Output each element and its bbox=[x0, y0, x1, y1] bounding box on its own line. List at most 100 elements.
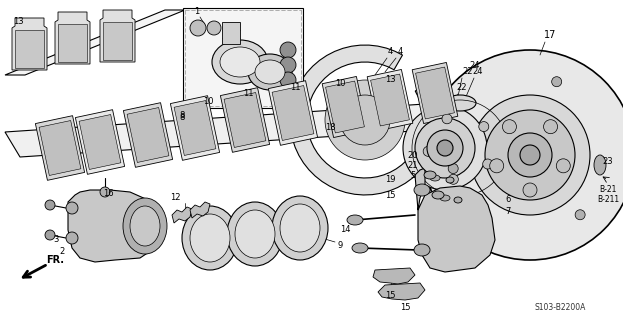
Polygon shape bbox=[416, 67, 454, 119]
Text: 13: 13 bbox=[384, 75, 396, 84]
Ellipse shape bbox=[255, 60, 285, 84]
Polygon shape bbox=[100, 10, 135, 62]
Ellipse shape bbox=[544, 120, 558, 134]
Ellipse shape bbox=[440, 195, 450, 201]
Ellipse shape bbox=[425, 50, 623, 260]
Text: 19: 19 bbox=[385, 175, 395, 185]
Ellipse shape bbox=[280, 204, 320, 252]
Ellipse shape bbox=[130, 206, 160, 246]
Ellipse shape bbox=[414, 244, 430, 256]
Bar bbox=[183, 8, 303, 108]
Polygon shape bbox=[174, 100, 216, 156]
Text: 17: 17 bbox=[544, 30, 556, 40]
Ellipse shape bbox=[449, 174, 459, 184]
Ellipse shape bbox=[594, 155, 606, 175]
Text: 4: 4 bbox=[397, 47, 402, 57]
Ellipse shape bbox=[45, 200, 55, 210]
Text: 8: 8 bbox=[179, 110, 184, 119]
Ellipse shape bbox=[66, 202, 78, 214]
Ellipse shape bbox=[423, 146, 433, 156]
Ellipse shape bbox=[347, 215, 363, 225]
Ellipse shape bbox=[552, 77, 562, 87]
Polygon shape bbox=[290, 45, 440, 195]
Ellipse shape bbox=[414, 184, 430, 196]
Text: 24: 24 bbox=[470, 60, 480, 69]
Ellipse shape bbox=[227, 202, 283, 266]
Polygon shape bbox=[123, 103, 173, 167]
Ellipse shape bbox=[424, 171, 436, 179]
Ellipse shape bbox=[220, 47, 260, 77]
Text: 8: 8 bbox=[179, 114, 184, 123]
Polygon shape bbox=[79, 115, 121, 170]
Text: 3: 3 bbox=[54, 236, 59, 244]
Ellipse shape bbox=[470, 95, 590, 215]
Polygon shape bbox=[39, 121, 81, 175]
Text: 7: 7 bbox=[505, 207, 511, 217]
Polygon shape bbox=[415, 168, 495, 272]
Polygon shape bbox=[190, 202, 210, 218]
Ellipse shape bbox=[523, 183, 537, 197]
Ellipse shape bbox=[100, 187, 110, 197]
Text: 9: 9 bbox=[338, 241, 343, 250]
Text: 10: 10 bbox=[335, 78, 345, 87]
Ellipse shape bbox=[430, 175, 440, 181]
Polygon shape bbox=[322, 76, 368, 138]
Ellipse shape bbox=[212, 40, 268, 84]
Ellipse shape bbox=[490, 159, 504, 173]
Polygon shape bbox=[170, 96, 220, 160]
Text: B-211: B-211 bbox=[597, 196, 619, 204]
Text: 2: 2 bbox=[59, 246, 65, 255]
Ellipse shape bbox=[272, 196, 328, 260]
Ellipse shape bbox=[403, 106, 487, 190]
Ellipse shape bbox=[280, 72, 296, 88]
Ellipse shape bbox=[520, 145, 540, 165]
Ellipse shape bbox=[454, 197, 462, 203]
Text: 15: 15 bbox=[385, 291, 395, 300]
Polygon shape bbox=[68, 190, 160, 262]
Polygon shape bbox=[378, 283, 425, 300]
Ellipse shape bbox=[415, 118, 475, 178]
Polygon shape bbox=[55, 12, 90, 64]
Text: 16: 16 bbox=[103, 189, 113, 198]
Polygon shape bbox=[127, 108, 169, 163]
Text: 5: 5 bbox=[411, 171, 416, 180]
Polygon shape bbox=[221, 88, 270, 152]
Ellipse shape bbox=[432, 191, 444, 199]
Ellipse shape bbox=[45, 230, 55, 240]
Ellipse shape bbox=[190, 20, 206, 36]
Text: 6: 6 bbox=[505, 196, 511, 204]
Bar bbox=[222, 22, 240, 44]
Polygon shape bbox=[12, 18, 47, 70]
Polygon shape bbox=[272, 85, 314, 140]
Ellipse shape bbox=[502, 120, 516, 134]
Ellipse shape bbox=[123, 198, 167, 254]
Polygon shape bbox=[75, 110, 125, 174]
Ellipse shape bbox=[352, 243, 368, 253]
Ellipse shape bbox=[280, 42, 296, 58]
Text: 20: 20 bbox=[407, 150, 418, 159]
Polygon shape bbox=[224, 92, 266, 148]
Text: 12: 12 bbox=[169, 194, 180, 203]
Polygon shape bbox=[172, 207, 192, 223]
Text: 4: 4 bbox=[388, 47, 392, 57]
Text: 14: 14 bbox=[340, 226, 350, 235]
Ellipse shape bbox=[325, 80, 405, 160]
Ellipse shape bbox=[235, 210, 275, 258]
Ellipse shape bbox=[280, 57, 296, 73]
Polygon shape bbox=[5, 10, 185, 75]
Text: S103-B2200A: S103-B2200A bbox=[535, 303, 586, 313]
Polygon shape bbox=[36, 116, 85, 180]
Ellipse shape bbox=[340, 95, 390, 145]
Ellipse shape bbox=[190, 214, 230, 262]
Ellipse shape bbox=[66, 232, 78, 244]
Polygon shape bbox=[326, 81, 364, 133]
Polygon shape bbox=[58, 24, 87, 62]
Ellipse shape bbox=[207, 21, 221, 35]
Polygon shape bbox=[412, 62, 458, 124]
Ellipse shape bbox=[437, 140, 453, 156]
Text: 18: 18 bbox=[325, 124, 335, 132]
Text: 11: 11 bbox=[243, 90, 254, 99]
Ellipse shape bbox=[442, 114, 452, 124]
Ellipse shape bbox=[508, 133, 552, 177]
Ellipse shape bbox=[483, 159, 493, 169]
